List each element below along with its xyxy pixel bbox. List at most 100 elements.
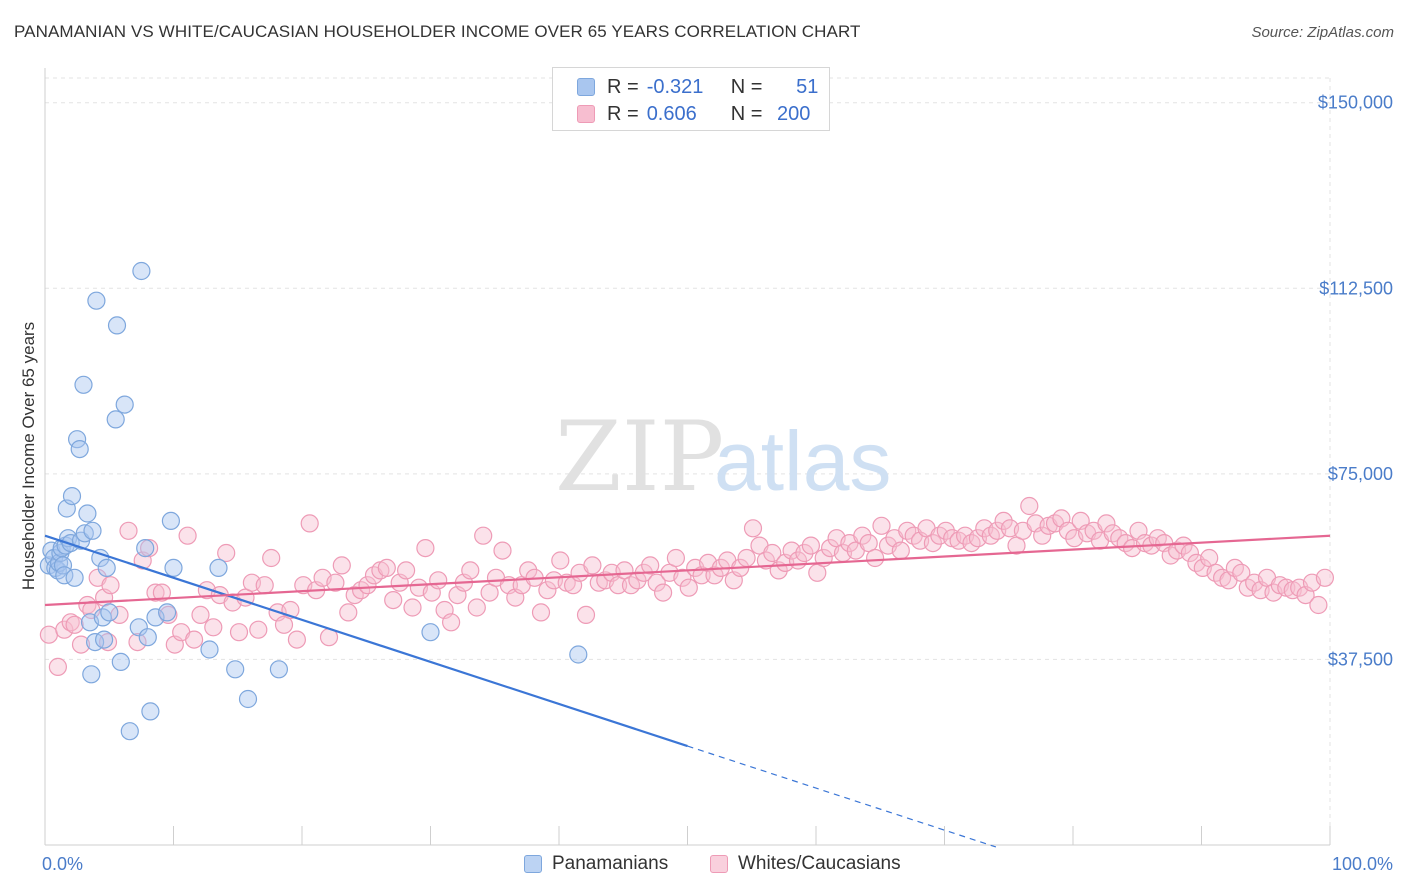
point-panamanian — [111, 652, 130, 672]
point-white — [641, 556, 660, 575]
point-white — [653, 583, 673, 602]
source-label: Source: ZipAtlas.com — [1251, 24, 1394, 41]
point-white — [217, 543, 236, 563]
point-white — [538, 581, 557, 600]
trend-line-whites — [44, 534, 1331, 607]
bottom-legend-panamanians: Panamanians — [524, 852, 668, 876]
point-white — [204, 618, 223, 637]
stats-legend: R = -0.321 N = 51 R = 0.606 N = 200 — [552, 67, 830, 131]
point-panamanian — [132, 261, 151, 281]
point-white — [1058, 521, 1078, 540]
y-tick-label: $75,000 — [1328, 464, 1393, 484]
point-white — [795, 543, 814, 563]
legend-swatch-panamanians — [577, 78, 595, 96]
point-white — [673, 568, 692, 587]
point-white — [865, 548, 885, 568]
point-white — [763, 543, 782, 563]
point-white — [891, 541, 910, 560]
point-panamanian — [82, 665, 101, 684]
bottom-legend-label: Panamanians — [552, 853, 669, 874]
bottom-legend-swatch-whites — [710, 855, 728, 873]
point-panamanian — [146, 608, 165, 627]
y-tick-label: $150,000 — [1318, 93, 1393, 113]
point-white — [403, 598, 422, 617]
watermark: ZIP atlas — [555, 401, 891, 513]
point-white — [936, 521, 955, 540]
watermark-zip: ZIP — [555, 401, 724, 513]
bottom-legend-whites: Whites/Caucasians — [710, 852, 901, 876]
point-panamanian — [65, 568, 84, 587]
legend-row-panamanians: R = -0.321 N = 51 — [577, 75, 818, 99]
point-white — [101, 576, 120, 595]
legend-n-label: N = — [730, 102, 763, 125]
point-panamanian — [115, 395, 134, 414]
point-white — [679, 578, 698, 597]
point-panamanian — [83, 521, 102, 540]
point-white — [923, 533, 943, 553]
axes: $37,500 $75,000 $112,500 $150,000 0.0% 100.0% — [42, 68, 1393, 874]
point-white — [140, 538, 159, 558]
point-panamanian — [421, 623, 440, 642]
point-panamanian — [94, 630, 114, 649]
point-white — [1309, 595, 1328, 615]
trend-lines — [44, 534, 1331, 848]
point-white — [55, 620, 74, 639]
point-white — [358, 576, 377, 595]
point-white — [461, 561, 480, 580]
point-white — [531, 603, 551, 622]
data-points — [39, 261, 1335, 741]
point-white — [467, 598, 486, 617]
point-white — [1174, 536, 1193, 555]
point-panamanian — [158, 603, 177, 622]
point-white — [1180, 543, 1200, 563]
legend-r-label: R = — [607, 75, 639, 98]
point-white — [397, 561, 416, 580]
point-white — [416, 538, 435, 558]
legend-r-label: R = — [607, 102, 639, 125]
legend-n-value: 51 — [796, 75, 819, 98]
point-white — [326, 573, 345, 592]
point-white — [1033, 526, 1052, 545]
point-white — [429, 571, 448, 590]
legend-n-label: N = — [730, 75, 763, 98]
point-panamanian — [141, 702, 160, 721]
point-white — [178, 526, 197, 545]
point-white — [872, 516, 891, 535]
point-white — [853, 526, 872, 545]
point-white — [442, 613, 461, 632]
point-white — [551, 551, 570, 570]
point-white — [801, 536, 821, 555]
point-white — [146, 583, 165, 602]
point-white — [474, 526, 493, 545]
legend-r-value: -0.321 — [646, 75, 704, 98]
point-white — [583, 556, 602, 575]
legend-swatch-whites — [577, 105, 595, 123]
point-white — [1097, 514, 1116, 533]
point-panamanian — [100, 603, 119, 622]
point-white — [332, 556, 351, 575]
point-white — [628, 571, 647, 590]
point-panamanian — [106, 410, 125, 429]
bottom-legend-swatch-panamanians — [524, 855, 542, 873]
trend-line-panamanians-extension — [687, 745, 997, 848]
point-white — [262, 548, 281, 568]
point-white — [666, 548, 686, 568]
point-white — [647, 573, 666, 592]
point-panamanian — [200, 640, 219, 659]
watermark-atlas: atlas — [714, 414, 891, 508]
point-panamanian — [97, 558, 116, 578]
legend-r-value: 0.606 — [646, 102, 697, 125]
point-white — [48, 657, 68, 677]
point-white — [128, 632, 147, 652]
point-panamanian — [209, 558, 228, 578]
point-white — [756, 551, 776, 570]
point-white — [185, 630, 204, 649]
point-panamanian — [87, 291, 106, 310]
point-panamanian — [136, 538, 155, 558]
point-white — [377, 558, 396, 578]
point-panamanian — [129, 618, 148, 637]
point-white — [119, 521, 138, 540]
y-tick-label: $37,500 — [1328, 649, 1393, 669]
point-white — [152, 583, 171, 602]
chart-title: PANAMANIAN VS WHITE/CAUCASIAN HOUSEHOLDE… — [14, 22, 861, 41]
